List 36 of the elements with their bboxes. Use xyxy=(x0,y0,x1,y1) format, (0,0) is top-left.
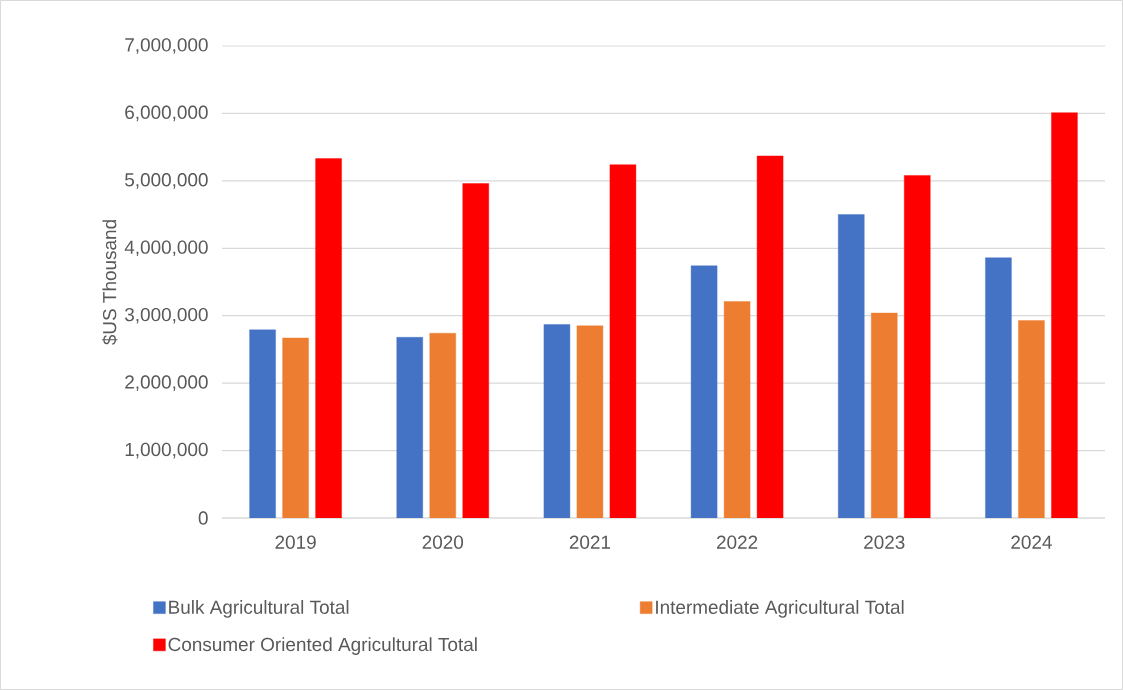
bar xyxy=(838,214,865,518)
bar xyxy=(429,333,456,518)
bar xyxy=(871,312,898,518)
bar xyxy=(462,183,489,518)
x-tick-label: 2023 xyxy=(864,535,905,549)
bar xyxy=(723,301,751,518)
bar xyxy=(315,158,342,518)
legend-label: Intermediate Agricultural Total xyxy=(656,600,904,618)
bar xyxy=(576,325,604,518)
y-tick-label: 6,000,000 xyxy=(125,105,208,122)
bar xyxy=(396,337,423,518)
y-tick-label: 7,000,000 xyxy=(125,38,208,54)
legend-label: Bulk Agricultural Total xyxy=(169,600,349,618)
x-tick-label: 2020 xyxy=(422,535,464,549)
x-tick-label: 2022 xyxy=(716,535,758,549)
legend-label: Consumer Oriented Agricultural Total xyxy=(168,637,477,655)
y-tick-label: 0 xyxy=(198,511,208,525)
bar xyxy=(1018,320,1045,518)
x-tick-label: 2019 xyxy=(275,535,316,549)
bar xyxy=(1051,112,1078,518)
bar xyxy=(690,265,718,518)
y-tick-label: 3,000,000 xyxy=(125,307,208,324)
bar xyxy=(904,175,931,518)
y-tick-label: 4,000,000 xyxy=(124,240,208,257)
x-tick-label: 2024 xyxy=(1011,535,1052,549)
bar xyxy=(249,329,276,518)
bar xyxy=(609,164,637,518)
bar xyxy=(543,324,571,518)
bar xyxy=(985,257,1012,518)
bar xyxy=(282,337,309,518)
x-tick-label: 2021 xyxy=(569,535,611,549)
y-tick-label: 2,000,000 xyxy=(125,375,208,391)
bar xyxy=(756,155,784,518)
y-axis-title: $US Thousand xyxy=(102,220,118,345)
y-tick-label: 1,000,000 xyxy=(125,442,208,459)
y-tick-label: 5,000,000 xyxy=(125,173,208,189)
